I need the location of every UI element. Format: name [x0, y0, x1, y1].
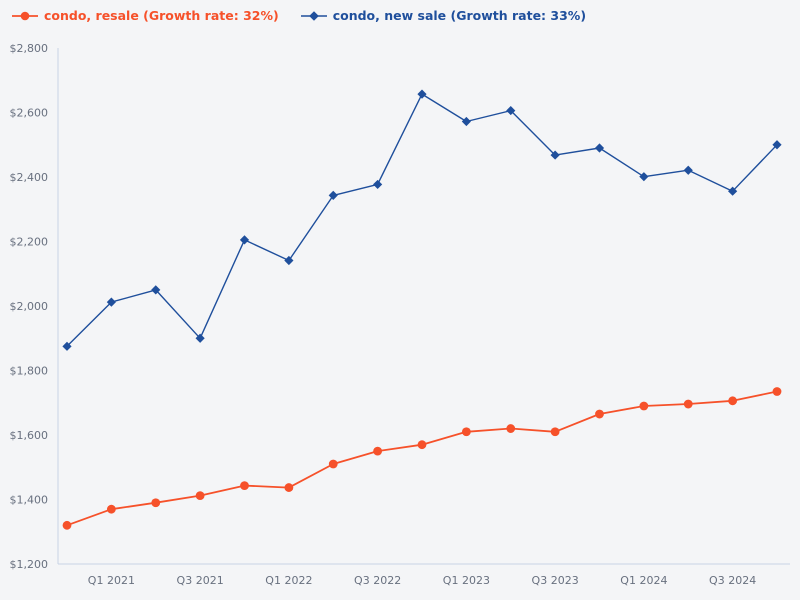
series-point-diamond	[594, 143, 605, 153]
series-point-diamond	[461, 116, 471, 127]
series-point-circle	[683, 399, 693, 409]
series-point-circle	[106, 504, 116, 514]
legend-label-condo-new-sale: condo, new sale (Growth rate: 33%)	[332, 8, 587, 23]
series-point-diamond	[417, 89, 427, 99]
series-line-condo-resale	[66, 390, 778, 527]
series-point-diamond	[328, 190, 338, 200]
series-point-circle	[417, 440, 427, 450]
y-tick-label: $1,400	[10, 494, 49, 507]
series-point-diamond	[373, 179, 383, 190]
series-point-diamond	[239, 235, 250, 245]
series-point-diamond	[151, 285, 161, 295]
y-tick-label: $1,200	[10, 558, 49, 571]
series-point-circle	[772, 387, 782, 396]
legend-label-condo-resale: condo, resale (Growth rate: 32%)	[44, 8, 279, 23]
x-tick-label: Q3 2024	[709, 574, 756, 587]
series-point-diamond	[683, 165, 693, 175]
legend-diamond-marker-icon	[300, 10, 327, 22]
y-tick-label: $1,600	[10, 429, 49, 442]
y-tick-label: $2,600	[10, 107, 49, 120]
series-point-diamond	[106, 297, 116, 307]
series-line-condo-new-sale	[66, 93, 778, 347]
series-point-diamond	[772, 140, 782, 150]
x-tick-label: Q3 2022	[354, 574, 401, 587]
series-point-circle	[284, 483, 294, 492]
y-tick-label: $2,200	[10, 236, 49, 249]
series-point-circle	[506, 424, 516, 433]
series-point-circle	[639, 401, 649, 411]
x-tick-label: Q1 2022	[265, 574, 312, 587]
y-tick-label: $2,800	[10, 42, 49, 55]
y-tick-label: $2,400	[10, 171, 49, 184]
x-tick-label: Q3 2021	[177, 574, 224, 587]
series-point-circle	[728, 396, 738, 406]
series-point-circle	[373, 446, 383, 456]
series-point-circle	[195, 491, 205, 501]
series-point-diamond	[550, 150, 560, 160]
x-tick-label: Q1 2023	[443, 574, 490, 587]
legend-item-condo-new-sale[interactable]: condo, new sale (Growth rate: 33%)	[300, 8, 587, 23]
series-point-circle	[151, 498, 161, 508]
x-tick-label: Q1 2024	[620, 574, 667, 587]
series-point-circle	[461, 427, 471, 437]
series-point-circle	[328, 459, 338, 469]
series-point-diamond	[506, 105, 516, 116]
series-point-diamond	[62, 341, 72, 351]
legend: condo, resale (Growth rate: 32%) condo, …	[12, 8, 586, 23]
legend-circle-marker-icon	[12, 10, 38, 22]
series-point-circle	[550, 427, 560, 437]
series-point-diamond	[639, 172, 649, 182]
legend-item-condo-resale[interactable]: condo, resale (Growth rate: 32%)	[12, 8, 279, 23]
y-tick-label: $1,800	[10, 365, 49, 378]
series-point-circle	[240, 481, 249, 491]
series-point-diamond	[284, 255, 294, 266]
series-point-diamond	[195, 333, 205, 343]
y-tick-label: $2,000	[10, 300, 49, 313]
x-tick-label: Q1 2021	[88, 574, 135, 587]
series-point-diamond	[728, 186, 738, 196]
series-point-circle	[595, 409, 604, 419]
x-tick-label: Q3 2023	[532, 574, 579, 587]
series-point-circle	[62, 520, 72, 530]
